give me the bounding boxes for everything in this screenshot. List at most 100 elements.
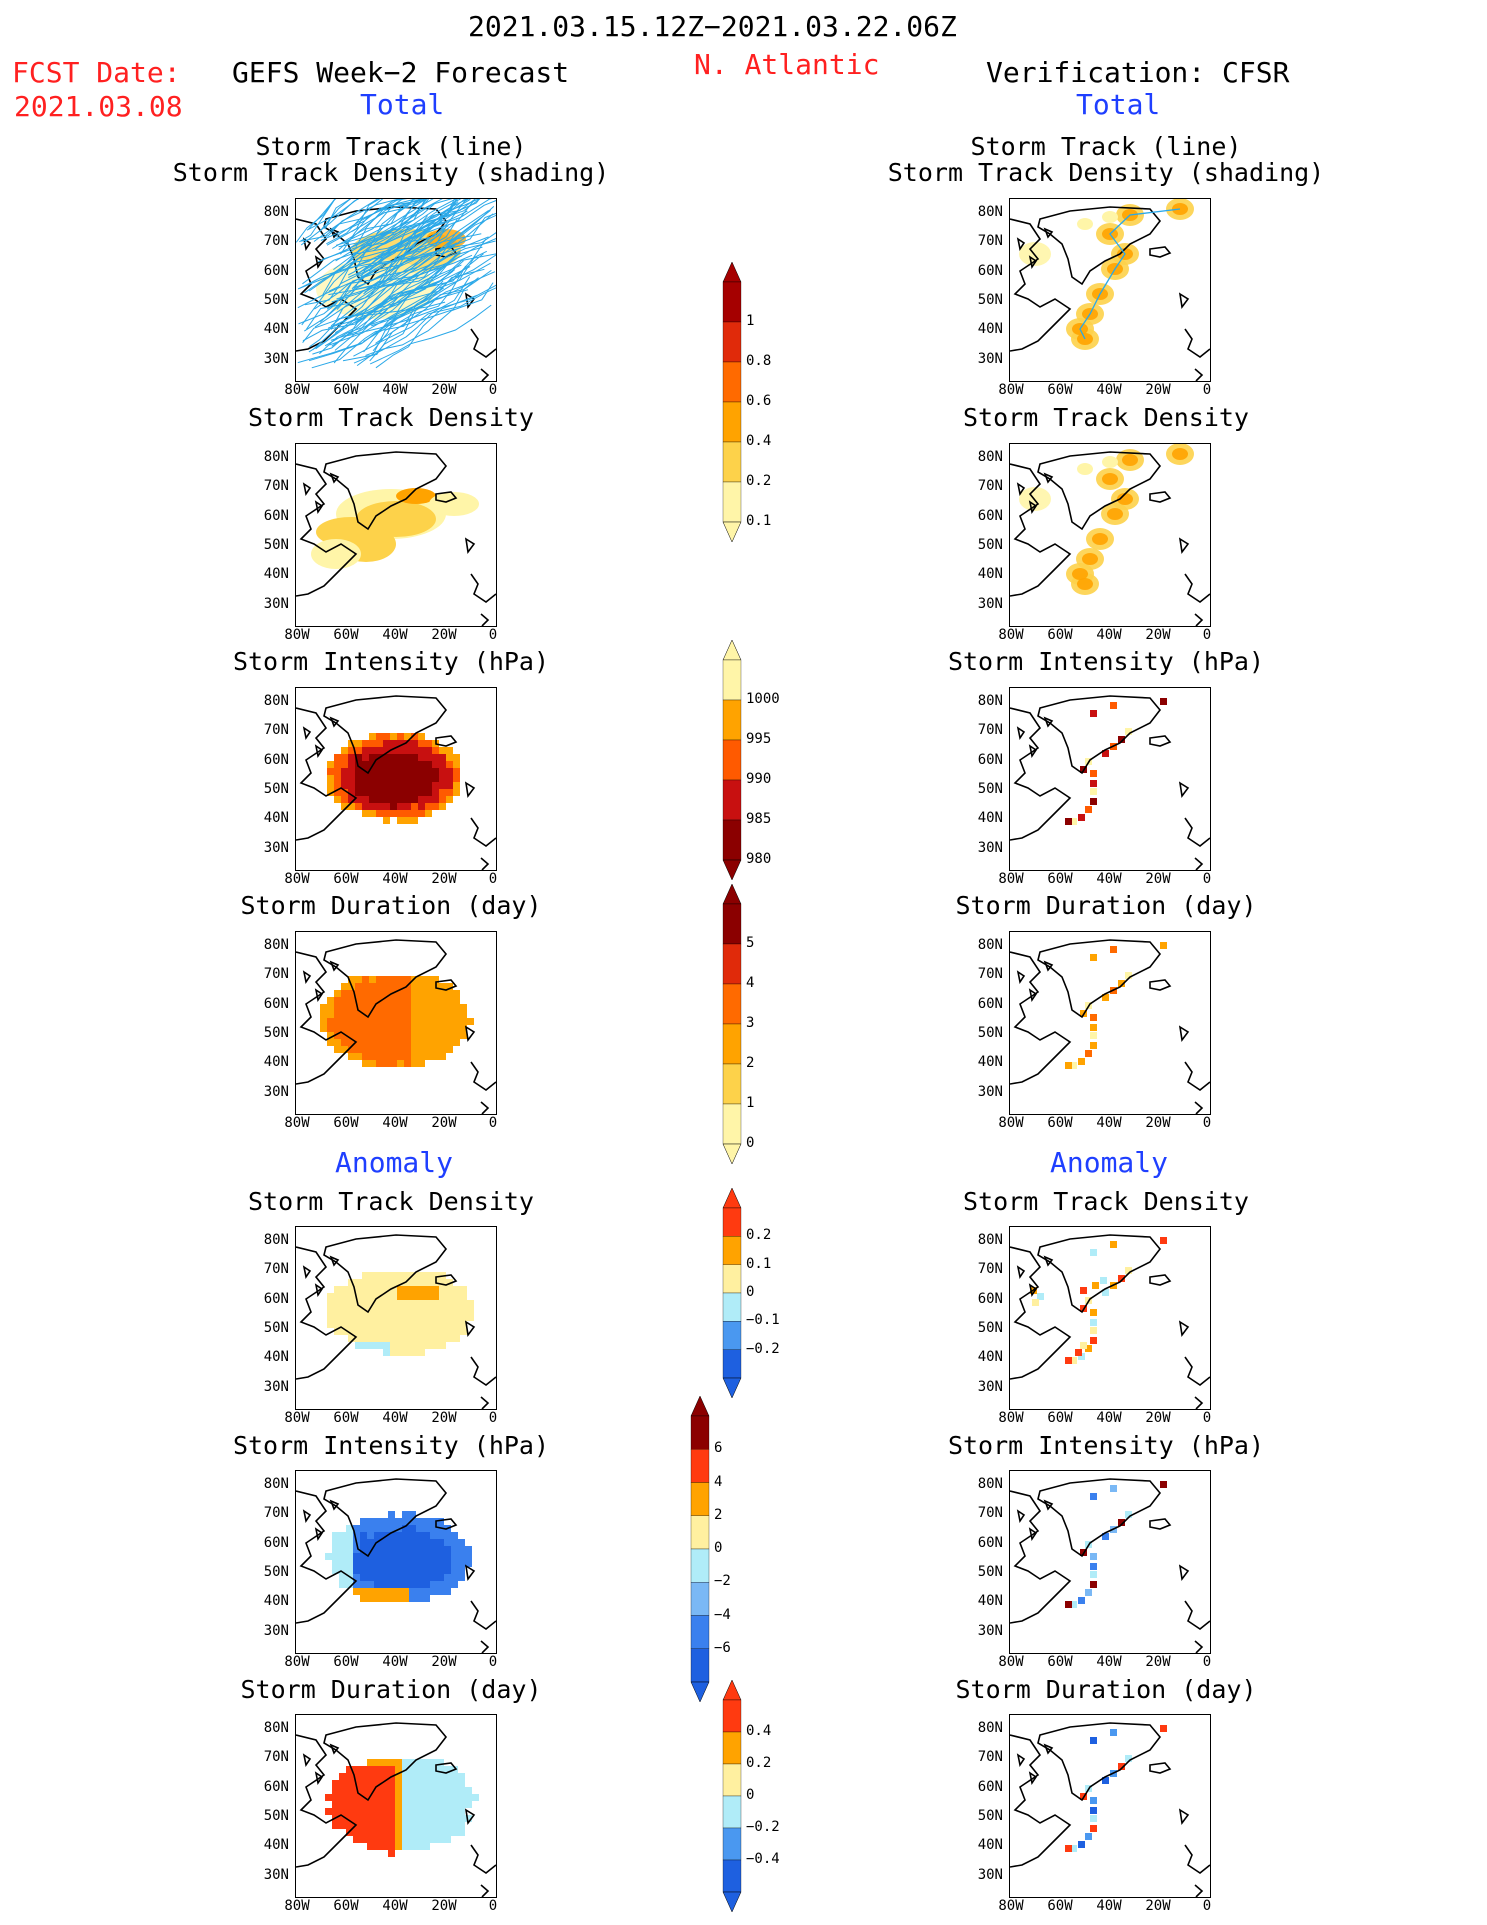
colorbar-density-anomaly: 0.2 0.1 0 −0.1 −0.2 <box>722 1188 782 1398</box>
map-canvas <box>296 451 496 626</box>
y-tick-label: 60N <box>263 1534 289 1551</box>
x-tick-label: 20W <box>431 1410 457 1426</box>
colorbar-swatch <box>722 1763 742 1797</box>
colorbar-intensity-anomaly: 6 4 2 0 −2 −4 −6 <box>690 1396 750 1702</box>
colorbar-swatch <box>722 1023 742 1065</box>
map-canvas <box>296 1722 496 1897</box>
title-l1-a: Storm Track (line) <box>255 132 527 161</box>
right-total-label: Total <box>1076 88 1161 121</box>
colorbar-duration-anomaly: 0.4 0.2 0 −0.2 −0.4 <box>722 1680 782 1912</box>
y-tick-label: 80N <box>977 937 1003 953</box>
x-tick-label: 60W <box>333 1654 359 1670</box>
colorbar-level-label: −0.2 <box>746 1340 780 1357</box>
x-tick-label: 20W <box>431 627 457 643</box>
colorbar-swatch <box>722 441 742 483</box>
map-canvas <box>1010 444 1210 626</box>
y-tick-label: 60N <box>263 751 289 768</box>
x-tick-label: 20W <box>1145 1898 1171 1914</box>
y-tick-label: 60N <box>977 1778 1003 1795</box>
y-tick-label: 50N <box>263 1319 289 1336</box>
y-tick-label: 30N <box>263 1083 289 1100</box>
colorbar-level-label: 0.6 <box>746 393 772 409</box>
colorbar-level-label: 0.2 <box>746 1755 772 1771</box>
y-tick-label: 40N <box>263 1054 289 1071</box>
right-column-title: Verification: CFSR <box>986 56 1290 89</box>
map-panel-obs-intensity <box>1009 687 1211 871</box>
colorbar-swatches <box>722 640 742 880</box>
y-tick-label: 30N <box>977 839 1003 856</box>
x-tick-label: 40W <box>382 1115 408 1131</box>
colorbar-swatches <box>722 1680 742 1912</box>
x-tick-label: 60W <box>1047 1654 1073 1670</box>
x-tick-label: 20W <box>1145 1654 1171 1670</box>
y-tick-label: 70N <box>263 233 289 250</box>
x-tick-label: 40W <box>1096 1898 1122 1914</box>
colorbar-swatch <box>722 1349 742 1379</box>
x-tick-label: 40W <box>1096 1115 1122 1131</box>
y-tick-label: 60N <box>977 751 1003 768</box>
y-tick-label: 70N <box>977 478 1003 495</box>
colorbar-swatch <box>722 1321 742 1350</box>
title-r1-b: Storm Track Density (shading) <box>887 158 1325 187</box>
title-r3: Storm Intensity (hPa) <box>947 647 1265 676</box>
x-tick-label: 80W <box>998 1898 1024 1914</box>
colorbar-density: 1 0.8 0.6 0.4 0.2 0.1 <box>722 262 782 542</box>
map-canvas <box>1010 695 1210 870</box>
y-tick-label: 40N <box>263 1349 289 1366</box>
x-tick-label: 0 <box>1202 1115 1212 1131</box>
right-anomaly-label: Anomaly <box>1050 1146 1169 1179</box>
x-tick-label: 40W <box>382 1410 408 1426</box>
x-tick-label: 40W <box>382 627 408 643</box>
x-tick-label: 80W <box>284 871 310 887</box>
title-r6: Storm Intensity (hPa) <box>947 1431 1265 1460</box>
x-tick-label: 0 <box>1202 1898 1212 1914</box>
colorbar-swatch <box>690 1648 710 1683</box>
colorbar-swatch <box>722 779 742 821</box>
map-panel-fcst-duration <box>295 931 497 1115</box>
map-panel-fcst-intensity <box>295 687 497 871</box>
x-tick-label: 40W <box>382 1898 408 1914</box>
map-panel-obs-duration-anom <box>1009 1714 1211 1898</box>
y-tick-label: 80N <box>263 1720 289 1736</box>
colorbar-level-label: 2 <box>746 1055 755 1071</box>
colorbar-swatch <box>722 321 742 363</box>
x-tick-label: 40W <box>382 1654 408 1670</box>
title-l2: Storm Track Density <box>248 403 534 432</box>
colorbar-level-label: 0.4 <box>746 1723 772 1739</box>
colorbar-level-label: 980 <box>746 851 772 867</box>
colorbar-swatch <box>722 1264 742 1294</box>
colorbar-level-label: −6 <box>714 1639 731 1656</box>
x-tick-label: 40W <box>1096 382 1122 398</box>
colorbar-swatch <box>722 1827 742 1861</box>
y-tick-label: 30N <box>977 350 1003 367</box>
x-tick-label: 20W <box>1145 627 1171 643</box>
x-tick-label: 0 <box>488 1898 498 1914</box>
y-tick-label: 70N <box>977 1261 1003 1278</box>
map-panel-fcst-density-anom <box>295 1226 497 1410</box>
colorbar-level-label: 5 <box>746 935 755 951</box>
y-tick-label: 40N <box>977 321 1003 338</box>
y-tick-label: 40N <box>977 1593 1003 1610</box>
y-tick-label: 60N <box>263 1290 289 1307</box>
y-tick-label: 70N <box>263 722 289 739</box>
colorbar-swatches <box>722 1188 742 1398</box>
map-canvas <box>296 939 496 1114</box>
map-canvas <box>1010 939 1210 1114</box>
colorbar-swatch <box>722 1699 742 1733</box>
colorbar-swatch <box>722 281 742 323</box>
colorbar-level-label: 0.4 <box>746 433 772 449</box>
x-tick-label: 80W <box>284 382 310 398</box>
y-tick-label: 50N <box>977 536 1003 553</box>
x-tick-label: 20W <box>1145 1410 1171 1426</box>
x-tick-label: 0 <box>1202 1410 1212 1426</box>
colorbar-swatches <box>722 884 742 1164</box>
colorbar-swatch <box>722 1103 742 1145</box>
x-tick-label: 20W <box>431 1115 457 1131</box>
title-r7: Storm Duration (day) <box>955 1675 1257 1704</box>
title-l1-b: Storm Track Density (shading) <box>172 158 610 187</box>
y-tick-label: 80N <box>263 449 289 465</box>
x-tick-label: 40W <box>1096 1410 1122 1426</box>
y-tick-label: 80N <box>263 937 289 953</box>
colorbar-swatch <box>690 1615 710 1649</box>
y-tick-label: 70N <box>977 722 1003 739</box>
